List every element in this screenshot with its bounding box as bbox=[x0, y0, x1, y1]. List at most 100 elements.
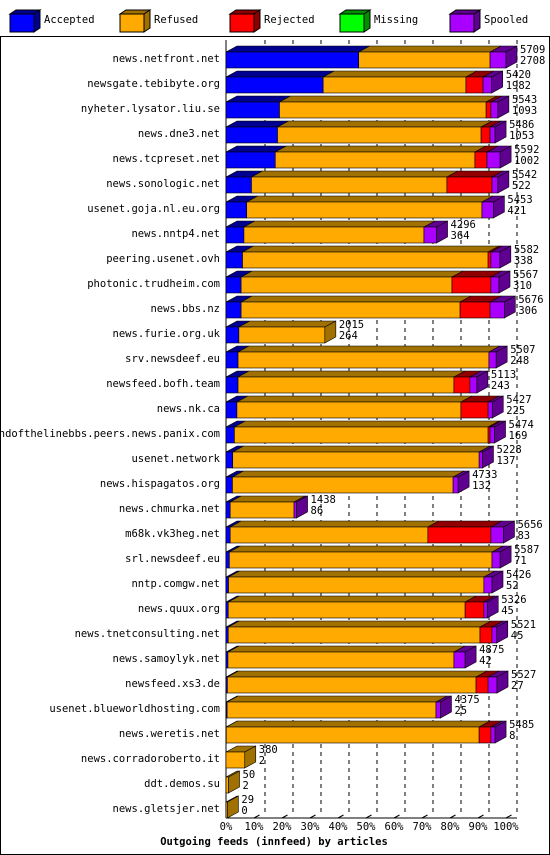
bar bbox=[358, 51, 491, 69]
bar bbox=[225, 301, 242, 319]
bar bbox=[469, 376, 478, 394]
bar-side bbox=[504, 295, 516, 319]
legend-swatch bbox=[339, 13, 365, 33]
bar-top bbox=[226, 695, 448, 703]
bar-top bbox=[237, 345, 501, 353]
category-label: srl.newsdeef.eu bbox=[125, 553, 220, 565]
category-label: nyheter.lysator.liu.se bbox=[81, 103, 220, 115]
accepted-label: 1053 bbox=[509, 130, 534, 142]
bar bbox=[486, 151, 501, 169]
total-label: 5709 bbox=[520, 44, 545, 56]
bar-side bbox=[244, 745, 257, 769]
bar bbox=[232, 451, 480, 469]
legend-swatch-side bbox=[253, 9, 261, 33]
bar bbox=[489, 426, 495, 444]
bar bbox=[322, 76, 467, 94]
legend-label: Accepted bbox=[44, 14, 95, 26]
accepted-label: 2 bbox=[259, 755, 265, 767]
bar bbox=[227, 626, 481, 644]
bar-top bbox=[230, 495, 306, 503]
category-label: news.corradoroberto.it bbox=[81, 753, 220, 765]
accepted-label: 169 bbox=[509, 430, 528, 442]
category-label: m68k.vk3heg.net bbox=[125, 528, 220, 540]
accepted-label: 248 bbox=[510, 355, 529, 367]
total-label: 5587 bbox=[514, 544, 539, 556]
bar bbox=[483, 576, 493, 594]
x-tick-label: 40% bbox=[329, 821, 349, 833]
total-label: 5326 bbox=[501, 594, 526, 606]
bar-side bbox=[324, 320, 337, 344]
bar-top bbox=[279, 95, 498, 103]
bar bbox=[465, 76, 484, 94]
total-label: 5542 bbox=[512, 169, 537, 181]
bar bbox=[225, 326, 240, 344]
bar-side bbox=[497, 170, 510, 194]
bar-side bbox=[497, 95, 510, 119]
bar bbox=[474, 151, 488, 169]
legend-label: Rejected bbox=[264, 14, 315, 26]
bar bbox=[490, 251, 501, 269]
category-label: news.tcpreset.net bbox=[113, 153, 220, 165]
total-label: 5543 bbox=[512, 94, 537, 106]
bar-top bbox=[229, 545, 504, 553]
category-label: news.tnetconsulting.net bbox=[75, 628, 220, 640]
x-tick-label: 50% bbox=[357, 821, 377, 833]
bar bbox=[227, 676, 477, 694]
bar bbox=[225, 351, 239, 369]
bar-side bbox=[503, 520, 515, 544]
accepted-label: 25 bbox=[454, 705, 467, 717]
bar-top bbox=[228, 595, 477, 603]
bar-top bbox=[227, 670, 488, 678]
bar bbox=[453, 651, 466, 669]
bar bbox=[459, 301, 491, 319]
accepted-label: 522 bbox=[512, 180, 531, 192]
category-label: usenet.network bbox=[131, 453, 220, 465]
bar bbox=[427, 526, 492, 544]
category-label: news.quux.org bbox=[138, 603, 220, 615]
bar bbox=[225, 626, 229, 644]
category-label: news.hispagatos.org bbox=[100, 478, 220, 490]
accepted-label: 364 bbox=[451, 230, 470, 242]
accepted-label: 1093 bbox=[512, 105, 537, 117]
bar bbox=[460, 401, 489, 419]
total-label: 5113 bbox=[491, 369, 516, 381]
bar bbox=[274, 151, 476, 169]
bar-side bbox=[491, 395, 504, 419]
bar bbox=[240, 301, 461, 319]
bar-side bbox=[496, 620, 509, 644]
bar-side bbox=[498, 270, 511, 294]
bar-side bbox=[496, 670, 509, 694]
bar-top bbox=[242, 245, 500, 253]
bar bbox=[225, 551, 230, 569]
bar bbox=[225, 576, 229, 594]
accepted-label: 45 bbox=[501, 605, 514, 617]
bar-top bbox=[240, 270, 464, 278]
accepted-label: 83 bbox=[517, 530, 530, 542]
category-label: news.dne3.net bbox=[138, 128, 220, 140]
bar bbox=[225, 401, 238, 419]
total-label: 5420 bbox=[506, 69, 531, 81]
bar-top bbox=[226, 720, 491, 728]
accepted-label: 71 bbox=[514, 555, 527, 567]
bar bbox=[482, 76, 493, 94]
accepted-label: 86 bbox=[311, 505, 324, 517]
bar-top bbox=[232, 470, 465, 478]
bar bbox=[242, 251, 489, 269]
bar-top bbox=[227, 645, 466, 653]
accepted-label: 45 bbox=[511, 630, 524, 642]
bar-side bbox=[494, 420, 506, 444]
bar-top bbox=[232, 445, 491, 453]
bar bbox=[232, 476, 454, 494]
total-label: 5228 bbox=[496, 444, 521, 456]
bar-top bbox=[238, 320, 336, 328]
category-label: usenet.goja.nl.eu.org bbox=[87, 203, 220, 215]
bar bbox=[225, 276, 242, 294]
x-tick-label: 60% bbox=[385, 821, 405, 833]
bar bbox=[225, 151, 276, 169]
bar bbox=[478, 451, 483, 469]
bar bbox=[491, 626, 498, 644]
bar-top bbox=[240, 295, 472, 303]
total-label: 5486 bbox=[509, 119, 534, 131]
bar bbox=[225, 601, 229, 619]
